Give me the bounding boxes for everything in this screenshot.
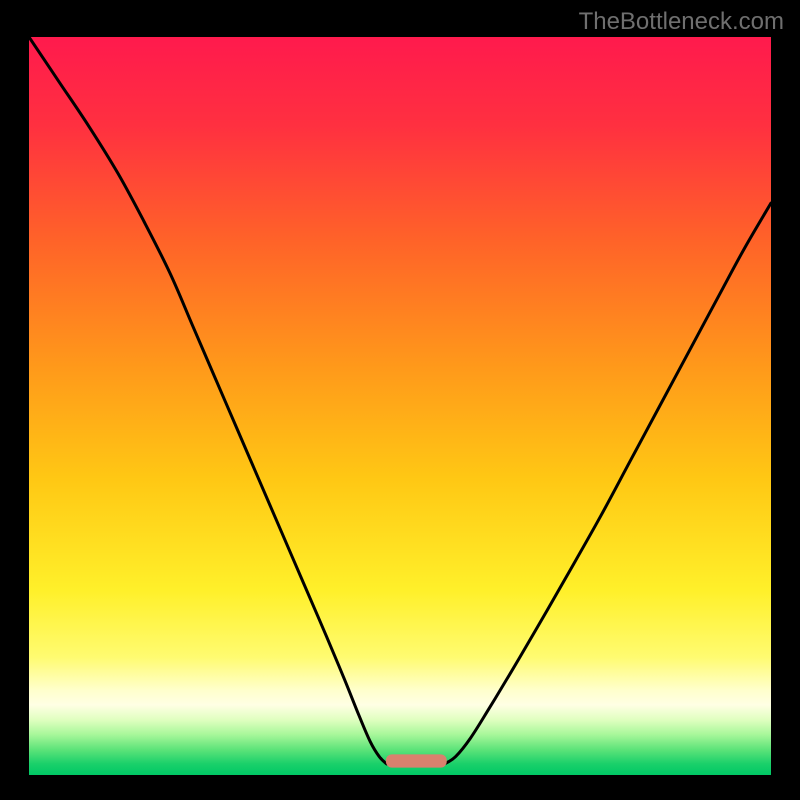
bottleneck-chart xyxy=(29,37,771,775)
optimum-marker xyxy=(386,754,447,767)
chart-stage: TheBottleneck.com xyxy=(0,0,800,800)
watermark-text: TheBottleneck.com xyxy=(579,8,784,36)
